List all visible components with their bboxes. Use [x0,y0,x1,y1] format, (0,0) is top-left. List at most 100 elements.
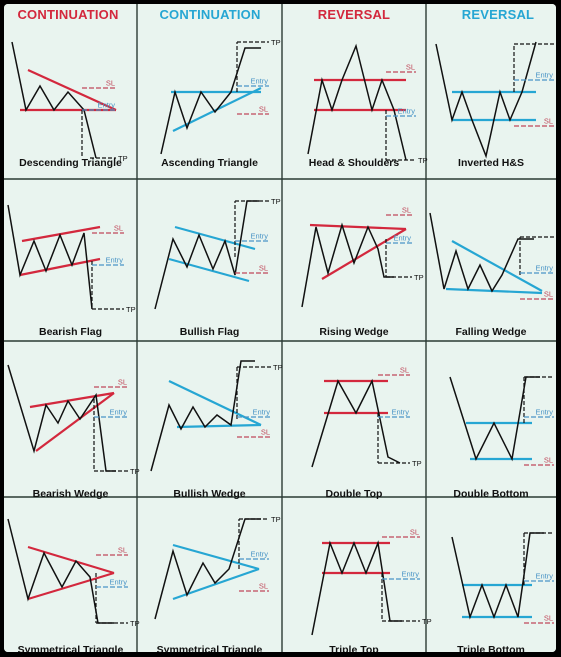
pattern-line [27,571,115,601]
pattern-8: SLEntryTPFalling Wedge [429,212,554,338]
pattern-name: Symmetrical Triangle [157,644,263,652]
entry-label: Entry [105,256,123,265]
pattern-cell [4,497,137,652]
stop-loss-label: SL [118,546,127,555]
price-path [7,518,114,624]
pattern-name: Double Top [326,488,383,500]
stop-loss-label: SL [259,264,268,273]
pattern-13: SL Entry TP Symmetrical Triangle [7,518,140,652]
pattern-2: SL Entry TP Ascending Triangle [160,38,281,169]
price-path [301,222,394,308]
pattern-line [27,68,117,112]
entry-label: Entry [250,550,268,559]
stop-loss-label: SL [114,224,123,233]
stop-loss-label: SL [261,428,270,437]
column-header: CONTINUATION [17,7,118,22]
pattern-name: Triple Bottom [457,644,525,652]
stop-loss-label: SL [406,63,415,72]
pattern-line [35,392,115,452]
take-profit-label: TP [271,38,281,47]
stop-loss-label: SL [106,79,115,88]
pattern-cell [282,4,426,179]
pattern-name: Symmetrical Triangle [18,644,124,652]
pattern-name: Bullish Wedge [173,488,245,500]
pattern-cell [426,341,556,497]
price-path [160,47,261,155]
price-path [154,518,261,620]
price-path [435,41,537,159]
entry-label: Entry [535,572,553,581]
pattern-cell [282,497,426,652]
take-profit-label: TP [118,154,128,163]
pattern-name: Rising Wedge [319,326,388,338]
take-profit-label: TP [271,515,281,524]
entry-label: Entry [535,71,553,80]
pattern-name: Bearish Wedge [33,488,109,500]
take-profit-label: TP [418,156,428,165]
entry-label: Entry [109,408,127,417]
pattern-name: Bearish Flag [39,326,102,338]
entry-label: Entry [109,578,127,587]
price-path [7,364,116,472]
take-profit-label: TP [273,363,283,372]
price-path [449,376,540,462]
take-profit-label: TP [271,197,281,206]
entry-label: Entry [393,234,411,243]
pattern-3: SL Entry TP Head & Shoulders [307,43,428,169]
entry-label: Entry [401,570,419,579]
pattern-4: SLEntryTPInverted H&S [435,41,554,169]
price-path [7,204,93,310]
take-profit-label: TP [414,273,424,282]
entry-label: Entry [535,264,553,273]
pattern-line [29,391,115,409]
pattern-cell [426,179,556,341]
entry-label: Entry [97,101,115,110]
chart-patterns-sheet: CONTINUATION CONTINUATION REVERSAL REVERSAL… [4,4,556,652]
stop-loss-label: SL [259,105,268,114]
pattern-name: Double Bottom [453,488,528,500]
pattern-line [176,423,262,429]
take-profit-label: TP [130,467,140,476]
pattern-line [445,287,543,295]
pattern-line [27,545,115,575]
pattern-name: Ascending Triangle [161,157,258,169]
pattern-line [168,257,250,283]
take-profit-label: TP [126,305,136,314]
price-path [307,43,407,161]
stop-loss-label: SL [410,528,419,537]
pattern-line [451,240,543,292]
pattern-14: SL Entry TP Symmetrical Triangle [154,515,281,652]
pattern-cell [426,497,556,652]
entry-label: Entry [391,408,409,417]
price-path [154,200,259,310]
pattern-name: Inverted H&S [458,157,524,169]
pattern-line [168,380,262,426]
pattern-name: Bullish Flag [180,326,240,338]
pattern-10: SL Entry TP Bullish Wedge [150,360,283,500]
take-profit-label: TP [412,459,422,468]
stop-loss-label: SL [400,366,409,375]
pattern-11: SL Entry TP Double Top [311,366,422,500]
pattern-line [309,223,407,231]
pattern-name: Triple Top [329,644,378,652]
price-path [150,360,255,472]
pattern-cell [282,341,426,497]
entry-label: Entry [252,408,270,417]
take-profit-label: TP [422,617,432,626]
stop-loss-label: SL [544,117,553,126]
pattern-name: Falling Wedge [456,326,527,338]
pattern-name: Descending Triangle [19,157,122,169]
stop-loss-label: SL [544,614,553,623]
pattern-line [21,225,101,243]
pattern-15: SL Entry TP Triple Top [311,528,432,652]
price-path [311,540,402,636]
patterns-grid: CONTINUATION CONTINUATION REVERSAL REVERSAL… [4,4,556,652]
entry-label: Entry [397,107,415,116]
pattern-name: Head & Shoulders [309,157,400,169]
entry-label: Entry [250,77,268,86]
stop-loss-label: SL [118,378,127,387]
stop-loss-label: SL [544,290,553,299]
stop-loss-label: SL [544,456,553,465]
